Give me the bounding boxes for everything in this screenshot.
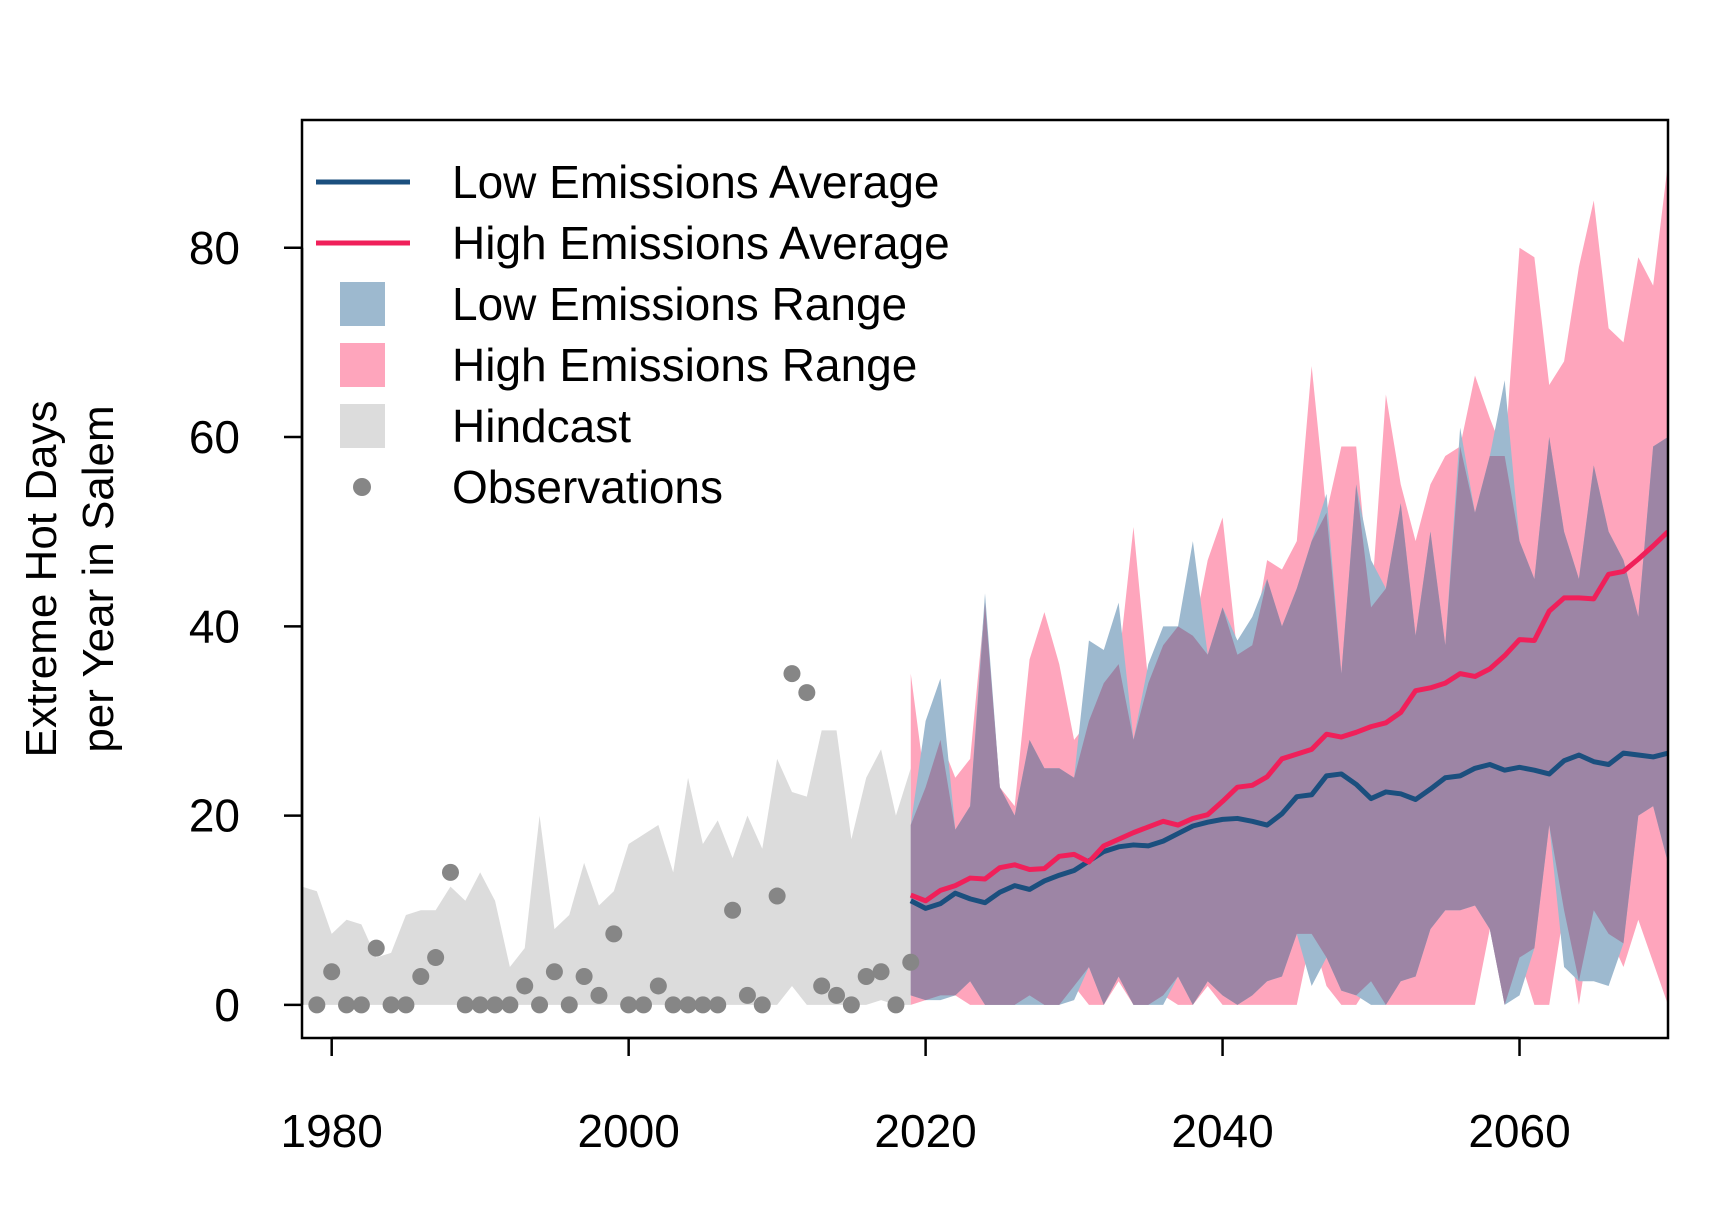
legend-label: Low Emissions Range [452, 278, 907, 330]
y-axis-label-line-2: per Year in Salem [74, 405, 123, 752]
observation-point [694, 996, 712, 1014]
observation-point [352, 996, 370, 1014]
observation-point [709, 996, 727, 1014]
legend-box-swatch [340, 282, 385, 326]
observation-point [338, 996, 356, 1014]
observation-point [828, 986, 846, 1004]
observation-point [590, 986, 608, 1004]
series-lines [909, 529, 1668, 911]
observation-point [531, 996, 549, 1014]
y-axis-label: Extreme Hot Days per Year in Salem [17, 401, 123, 758]
observation-point [768, 887, 786, 905]
observation-point [382, 996, 400, 1014]
legend-label: High Emissions Range [452, 339, 917, 391]
observation-point [679, 996, 697, 1014]
y-tick-label: 60 [189, 411, 240, 463]
observation-point [308, 996, 326, 1014]
observation-point [397, 996, 415, 1014]
x-tick-label: 1980 [281, 1105, 383, 1157]
observation-point [798, 684, 816, 702]
observation-point [724, 901, 742, 919]
observation-point [575, 967, 593, 985]
legend-item-high-range: High Emissions Range [340, 339, 917, 391]
observation-point [367, 939, 385, 957]
observation-point [753, 996, 771, 1014]
y-axis-label-line-1: Extreme Hot Days [17, 401, 66, 758]
x-tick-label: 2000 [577, 1105, 679, 1157]
legend-box-swatch [340, 404, 385, 448]
observation-point [412, 967, 430, 985]
x-tick-label: 2040 [1171, 1105, 1273, 1157]
observation-point [441, 863, 459, 881]
observation-point [501, 996, 519, 1014]
observation-point [813, 977, 831, 995]
observation-point [887, 996, 905, 1014]
observation-point [545, 963, 563, 981]
observation-point [738, 986, 756, 1004]
observation-point [456, 996, 474, 1014]
y-axis: 0 20 40 60 80 [189, 222, 304, 1031]
legend-label: Hindcast [452, 400, 631, 452]
x-axis: 1980 2000 2020 2040 2060 [281, 1036, 1571, 1157]
observation-point [649, 977, 667, 995]
legend-item-low-avg: Low Emissions Average [316, 156, 940, 208]
legend-label: Observations [452, 461, 723, 513]
x-tick-label: 2020 [874, 1105, 976, 1157]
hindcast-band [302, 730, 911, 1005]
legend-item-high-avg: High Emissions Average [316, 217, 950, 269]
observation-point [471, 996, 489, 1014]
y-tick-label: 0 [214, 979, 240, 1031]
y-tick-label: 20 [189, 790, 240, 842]
observation-point [560, 996, 578, 1014]
y-tick-label: 80 [189, 222, 240, 274]
observation-point [427, 949, 445, 967]
legend-item-observations: Observations [353, 461, 723, 513]
observation-points [308, 665, 920, 1014]
legend-item-hindcast: Hindcast [340, 400, 631, 452]
legend-point-swatch [353, 478, 371, 496]
y-tick-label: 40 [189, 600, 240, 652]
low-emissions-average-line [909, 750, 1668, 911]
observation-point [857, 967, 875, 985]
legend-box-swatch [340, 343, 385, 387]
observation-point [486, 996, 504, 1014]
observation-point [902, 953, 920, 971]
high-emissions-average-line [909, 529, 1668, 904]
legend: Low Emissions Average High Emissions Aver… [316, 156, 950, 513]
observation-point [872, 963, 890, 981]
observation-point [605, 925, 623, 943]
x-tick-label: 2060 [1468, 1105, 1570, 1157]
observation-point [664, 996, 682, 1014]
legend-item-low-range: Low Emissions Range [340, 278, 907, 330]
observation-point [635, 996, 652, 1014]
observation-point [620, 996, 638, 1014]
observation-point [783, 665, 801, 683]
range-overlap-band [910, 437, 1668, 1005]
observation-point [516, 977, 534, 995]
legend-label: High Emissions Average [452, 217, 950, 269]
legend-label: Low Emissions Average [452, 156, 940, 208]
observation-point [323, 963, 341, 981]
observation-point [842, 996, 860, 1014]
